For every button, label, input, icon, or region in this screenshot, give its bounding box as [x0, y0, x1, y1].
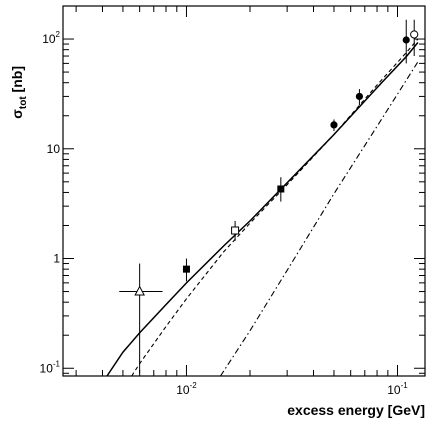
marker-open-square [231, 226, 240, 235]
y-tick-label-exp: 2 [56, 30, 61, 39]
x-tick-label: 10-2 [176, 381, 197, 397]
error-bars [119, 19, 415, 374]
y-tick-label: 1 [53, 252, 60, 266]
x-tick-label: 10-1 [387, 381, 408, 397]
y-axis-title-base: σ [9, 109, 25, 119]
marker-filled-circle-1 [330, 121, 338, 129]
y-tick-label: 102 [42, 30, 60, 46]
plot-frame [62, 5, 426, 377]
marker-open-triangle [134, 285, 145, 296]
y-axis-title: σtot [nb] [9, 66, 29, 119]
x-tick-label-exp: -2 [190, 381, 198, 390]
curve-dashed [131, 38, 419, 377]
axis-ticks [63, 5, 425, 376]
y-tick-label: 10-1 [40, 359, 61, 375]
y-tick-label-base: 10 [42, 32, 56, 46]
marker-filled-square-2 [277, 185, 285, 193]
curve-dashdot [220, 61, 419, 377]
x-axis-title: excess energy [GeV] [287, 402, 425, 418]
y-tick-label-base: 10 [40, 361, 54, 375]
x-tick-label-base: 10 [387, 383, 401, 397]
x-tick-label-exp: -1 [401, 381, 409, 390]
y-tick-label-exp: -1 [53, 359, 61, 368]
y-axis-title-unit: [nb] [9, 66, 25, 96]
y-tick-label: 10 [47, 142, 61, 156]
y-axis-title-sub: tot [18, 96, 29, 109]
x-tick-label-base: 10 [176, 383, 190, 397]
marker-filled-circle-2 [355, 92, 364, 101]
model-curves [106, 38, 419, 377]
marker-open-circle [410, 30, 419, 39]
data-markers [134, 30, 419, 296]
marker-filled-circle-3 [402, 36, 410, 44]
y-tick-label-base: 10 [47, 142, 61, 156]
marker-filled-square-1 [182, 265, 190, 273]
y-tick-label-base: 1 [53, 252, 60, 266]
